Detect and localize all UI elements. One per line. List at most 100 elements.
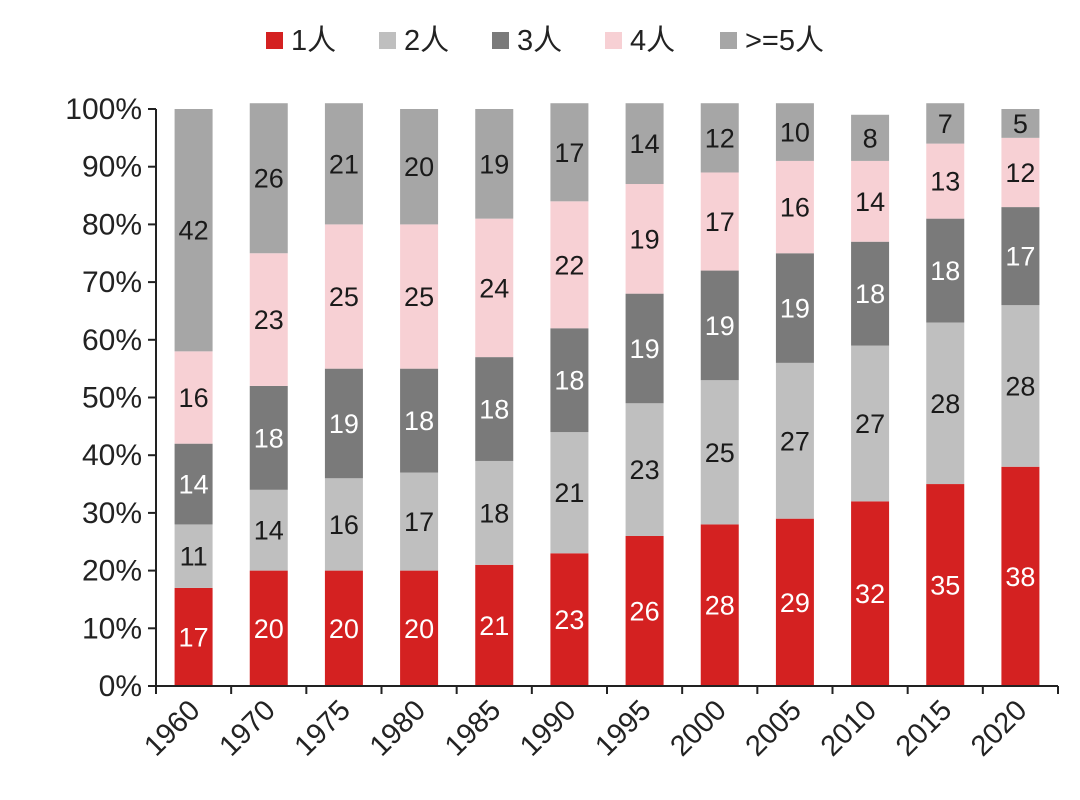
x-tick-label: 1990 xyxy=(514,694,582,762)
bar-segment-1985-series-1 xyxy=(475,564,514,686)
bar-segment-2015-series-5 xyxy=(926,103,965,144)
data-label-1975-series-5: 21 xyxy=(329,149,359,179)
bar-stack-1995: 26 23 19 19 14 xyxy=(625,103,664,686)
bar-segment-2015-series-4 xyxy=(926,143,965,219)
bar-segment-2005-series-3 xyxy=(775,253,814,363)
x-tick-label: 1985 xyxy=(439,694,507,762)
bar-segment-2010-series-3 xyxy=(851,241,890,346)
x-tick-label: 1980 xyxy=(364,694,432,762)
bar-segment-2010-series-2 xyxy=(851,345,890,502)
y-tick-label: 100% xyxy=(65,93,142,126)
data-label-2020-series-4: 12 xyxy=(1005,158,1035,188)
data-label-2010-series-1: 32 xyxy=(855,579,885,609)
data-label-1985-series-3: 18 xyxy=(479,395,509,425)
bar-segment-1985-series-5 xyxy=(475,109,514,219)
legend-item-2: 2人 xyxy=(379,25,449,57)
data-label-2000-series-1: 28 xyxy=(705,591,735,621)
bar-stack-2020: 38 28 17 12 5 xyxy=(1001,109,1040,686)
bar-segment-2015-series-1 xyxy=(926,484,965,686)
bar-stack-1985: 21 18 18 24 19 xyxy=(475,109,514,686)
data-label-1970-series-4: 23 xyxy=(254,305,284,335)
legend-label: 1人 xyxy=(291,25,336,57)
y-tick-label: 60% xyxy=(82,324,142,357)
data-label-1990-series-2: 21 xyxy=(554,478,584,508)
x-tick-label: 1960 xyxy=(138,694,206,762)
data-label-2010-series-3: 18 xyxy=(855,279,885,309)
x-tick-label: 2015 xyxy=(890,694,958,762)
data-label-1980-series-1: 20 xyxy=(404,614,434,644)
data-label-1970-series-3: 18 xyxy=(254,423,284,453)
bar-segment-2000-series-5 xyxy=(700,103,739,173)
data-label-1990-series-3: 18 xyxy=(554,366,584,396)
x-tick-label: 1970 xyxy=(213,694,281,762)
data-label-2020-series-5: 5 xyxy=(1013,109,1028,139)
data-label-1995-series-4: 19 xyxy=(630,224,660,254)
bar-segment-1980-series-2 xyxy=(400,472,439,571)
data-label-1990-series-1: 23 xyxy=(554,605,584,635)
data-label-1970-series-2: 14 xyxy=(254,516,284,546)
bar-segment-2005-series-4 xyxy=(775,160,814,254)
legend-swatch xyxy=(266,32,283,49)
bar-segment-1995-series-4 xyxy=(625,184,664,294)
data-label-2000-series-3: 19 xyxy=(705,311,735,341)
bar-segment-1970-series-5 xyxy=(249,103,288,254)
bar-segment-2005-series-5 xyxy=(775,103,814,161)
data-label-2010-series-5: 8 xyxy=(863,123,878,153)
bar-stack-1975: 20 16 19 25 21 xyxy=(324,103,363,686)
legend-label: 3人 xyxy=(517,25,562,57)
bar-segment-1970-series-1 xyxy=(249,570,288,686)
bar-segment-1975-series-3 xyxy=(324,368,363,479)
bar-stack-1990: 23 21 18 22 17 xyxy=(550,103,589,686)
data-label-1990-series-4: 22 xyxy=(554,250,584,280)
data-label-2020-series-1: 38 xyxy=(1005,562,1035,592)
bar-segment-1985-series-2 xyxy=(475,460,514,565)
data-label-1970-series-1: 20 xyxy=(254,614,284,644)
bar-stack-2000: 28 25 19 17 12 xyxy=(700,103,739,686)
data-label-1975-series-4: 25 xyxy=(329,282,359,312)
bar-segment-1990-series-2 xyxy=(550,432,589,554)
y-tick-label: 30% xyxy=(82,497,142,530)
data-label-1985-series-2: 18 xyxy=(479,498,509,528)
bar-segment-1995-series-1 xyxy=(625,535,664,686)
x-tick-label: 2010 xyxy=(815,694,883,762)
bar-segment-1975-series-2 xyxy=(324,478,363,571)
bar-segment-2020-series-5 xyxy=(1001,109,1040,138)
data-label-1995-series-3: 19 xyxy=(630,334,660,364)
x-tick-label: 2000 xyxy=(664,694,732,762)
y-tick-label: 80% xyxy=(82,208,142,241)
bar-segment-1975-series-4 xyxy=(324,224,363,369)
x-tick-label: 1995 xyxy=(589,694,657,762)
legend-label: 4人 xyxy=(630,25,675,57)
data-label-2015-series-4: 13 xyxy=(930,167,960,197)
data-label-2005-series-3: 19 xyxy=(780,294,810,324)
bar-segment-1970-series-2 xyxy=(249,489,288,571)
data-label-1980-series-5: 20 xyxy=(404,152,434,182)
bar-stack-2010: 32 27 18 14 8 xyxy=(851,114,890,686)
data-label-2005-series-4: 16 xyxy=(780,193,810,223)
legend-item-3: 3人 xyxy=(492,25,562,57)
data-label-2015-series-2: 28 xyxy=(930,389,960,419)
bar-segment-1980-series-4 xyxy=(400,224,439,369)
data-label-1995-series-1: 26 xyxy=(630,596,660,626)
data-label-1980-series-2: 17 xyxy=(404,507,434,537)
y-tick-label: 90% xyxy=(82,151,142,184)
legend: 1人 2人 3人 4人 >=5人 xyxy=(266,25,824,57)
y-tick-label: 40% xyxy=(82,439,142,472)
bar-stack-1960: 17 11 14 16 42 xyxy=(174,109,213,686)
data-label-2020-series-3: 17 xyxy=(1005,242,1035,272)
data-label-1990-series-5: 17 xyxy=(554,138,584,168)
data-label-2015-series-5: 7 xyxy=(938,109,953,139)
data-label-2005-series-1: 29 xyxy=(780,588,810,618)
bar-segment-2005-series-2 xyxy=(775,362,814,519)
bar-segment-2020-series-3 xyxy=(1001,207,1040,306)
bar-stack-1970: 20 14 18 23 26 xyxy=(249,103,288,686)
data-label-1985-series-4: 24 xyxy=(479,273,509,303)
data-label-1980-series-4: 25 xyxy=(404,282,434,312)
bar-segment-2020-series-1 xyxy=(1001,466,1040,686)
bar-segment-2020-series-4 xyxy=(1001,137,1040,208)
data-label-1975-series-1: 20 xyxy=(329,614,359,644)
data-label-2015-series-3: 18 xyxy=(930,256,960,286)
bar-segment-1975-series-1 xyxy=(324,570,363,686)
